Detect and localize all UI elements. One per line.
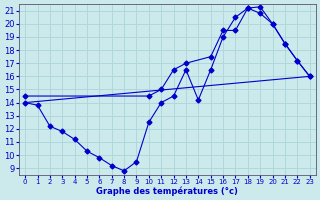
X-axis label: Graphe des températures (°c): Graphe des températures (°c) <box>96 186 238 196</box>
